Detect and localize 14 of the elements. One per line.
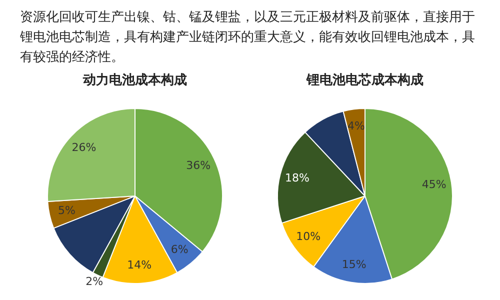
text: 资源化回收可生产出镍、钴、锰及锂盐，以及三元正极材料及前驱体，直接用于锂电池电芯制造，具有构建产业链闭环的重大意义，能有效收回锂电池成本，具有较强的经济性。 xyxy=(20,9,476,67)
data-label: 18% xyxy=(284,171,310,184)
data-label: 10% xyxy=(296,230,321,244)
data-label: 2% xyxy=(86,275,104,288)
data-label: 36% xyxy=(186,159,211,172)
data-label: 45% xyxy=(422,178,446,191)
data-label: 6% xyxy=(170,242,188,256)
data-label: 5% xyxy=(58,204,76,218)
chart-title: 锂电池电芯成本构成 xyxy=(305,72,424,90)
data-label: 15% xyxy=(342,258,366,271)
chart-title: 动力电池成本构成 xyxy=(82,72,188,90)
data-label: 14% xyxy=(127,258,152,272)
data-label: 26% xyxy=(72,140,96,154)
data-label: 4% xyxy=(348,119,365,132)
